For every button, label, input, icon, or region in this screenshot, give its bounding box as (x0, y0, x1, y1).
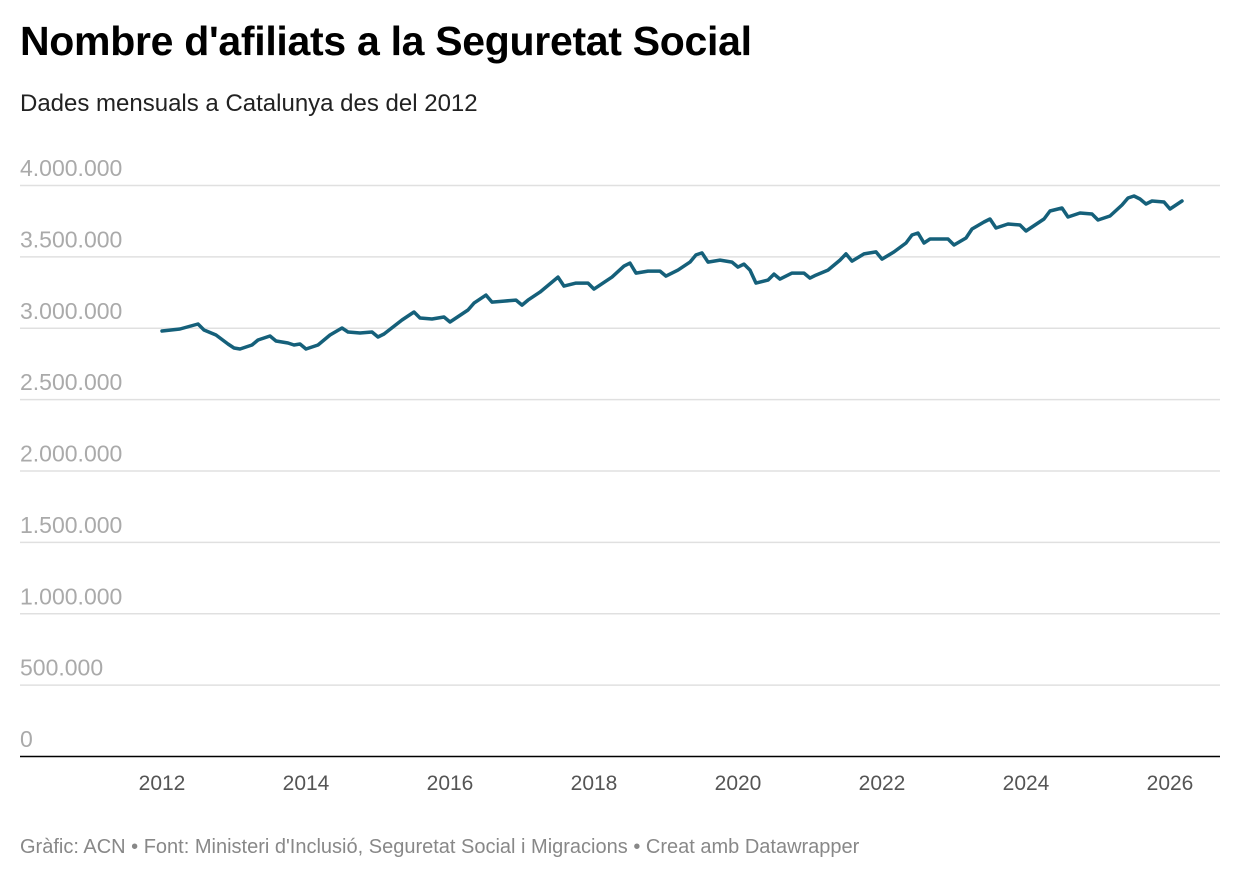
y-tick-label: 3.500.000 (20, 226, 122, 252)
chart-subtitle: Dades mensuals a Catalunya des del 2012 (20, 90, 478, 117)
x-tick-label: 2014 (283, 772, 330, 795)
chart-title: Nombre d'afiliats a la Seguretat Social (20, 18, 752, 64)
footer-separator: • (633, 836, 641, 858)
footer: Gràfic: ACN • Font: Ministeri d'Inclusió… (20, 836, 859, 859)
footer-source: Font: Ministeri d'Inclusió, Seguretat So… (143, 836, 628, 858)
footer-separator: • (131, 836, 139, 858)
x-tick-label: 2012 (139, 772, 186, 795)
y-tick-label: 0 (20, 726, 33, 752)
y-tick-label: 4.000.000 (20, 155, 122, 181)
gridlines (20, 184, 1220, 686)
y-tick-label: 500.000 (20, 655, 103, 681)
footer-graphic-credit: Gràfic: ACN (20, 836, 126, 858)
x-tick-label: 2024 (1003, 772, 1050, 795)
x-tick-label: 2018 (571, 772, 618, 795)
footer-datawrapper-link[interactable]: Creat amb Datawrapper (645, 836, 860, 858)
y-tick-label: 2.500.000 (20, 369, 122, 395)
y-tick-label: 2.000.000 (20, 441, 122, 467)
y-tick-label: 1.500.000 (20, 512, 122, 538)
y-tick-label: 1.000.000 (20, 583, 122, 609)
y-tick-label: 3.000.000 (20, 298, 122, 324)
x-tick-label: 2026 (1147, 772, 1194, 795)
x-tick-label: 2022 (859, 772, 906, 795)
y-axis-labels: 0 500.000 1.000.000 1.500.000 2.000.000 2.500… (20, 155, 122, 752)
x-tick-label: 2016 (427, 772, 474, 795)
series-line (160, 194, 1184, 351)
x-tick-label: 2020 (715, 772, 762, 795)
x-axis-labels: 2012 2014 2016 2018 2020 2022 2024 2026 (139, 772, 1194, 795)
